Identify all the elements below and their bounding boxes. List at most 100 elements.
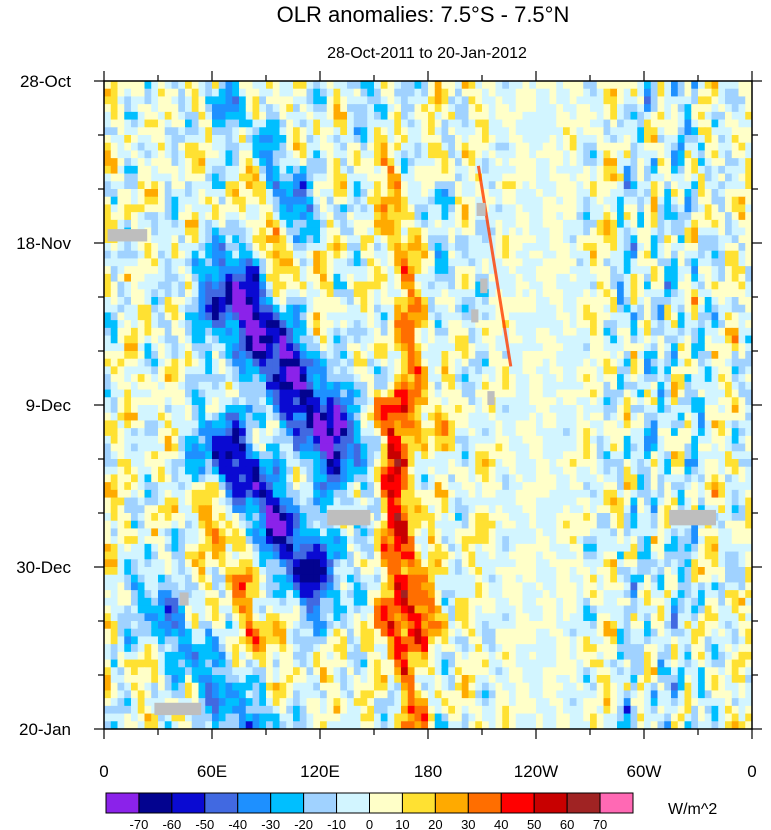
heatmap-cell [191, 119, 200, 128]
heatmap-cell [468, 81, 476, 90]
heatmap-cell [509, 343, 517, 352]
heatmap-cell [441, 335, 449, 344]
heatmap-cell [596, 304, 605, 314]
heatmap-cell [232, 312, 240, 321]
heatmap-cell [407, 312, 416, 321]
heatmap-cell [239, 212, 247, 221]
heatmap-cell [367, 466, 375, 476]
heatmap-cell [259, 273, 267, 283]
heatmap-cell [671, 250, 679, 260]
heatmap-cell [117, 451, 125, 460]
heatmap-cell [239, 443, 247, 452]
heatmap-cell [104, 119, 112, 128]
heatmap-cell [461, 111, 470, 121]
heatmap-cell [731, 142, 740, 152]
heatmap-cell [509, 212, 517, 221]
heatmap-cell [421, 335, 429, 344]
heatmap-cell [124, 212, 132, 221]
heatmap-cell [259, 297, 267, 306]
heatmap-cell [536, 258, 544, 267]
heatmap-cell [279, 158, 287, 167]
heatmap-cell [664, 420, 672, 429]
heatmap-cell [164, 443, 173, 452]
heatmap-cell [279, 358, 287, 368]
heatmap-cell [205, 381, 213, 391]
heatmap-cell [212, 196, 220, 206]
heatmap-cell [617, 189, 625, 198]
heatmap-cell [434, 374, 443, 383]
heatmap-cell [124, 312, 132, 321]
heatmap-cell [637, 412, 645, 422]
heatmap-cell [293, 358, 301, 368]
heatmap-cell [738, 250, 746, 260]
heatmap-cell [725, 119, 733, 128]
heatmap-cell [738, 289, 746, 298]
heatmap-cell [475, 412, 483, 422]
heatmap-cell [684, 266, 692, 275]
heatmap-cell [461, 420, 470, 429]
heatmap-cell [414, 104, 422, 113]
heatmap-cell [684, 158, 692, 167]
heatmap-cell [529, 119, 537, 128]
heatmap-cell [731, 189, 740, 198]
heatmap-cell [164, 420, 173, 429]
heatmap-cell [293, 189, 301, 198]
heatmap-cell [158, 189, 166, 198]
heatmap-cell [448, 289, 456, 298]
heatmap-cell [671, 366, 679, 375]
heatmap-cell [313, 273, 321, 283]
heatmap-cell [725, 266, 733, 275]
heatmap-cell [502, 96, 510, 105]
heatmap-cell [218, 289, 227, 298]
heatmap-cell [218, 219, 227, 229]
heatmap-cell [664, 250, 672, 260]
heatmap-cell [245, 173, 254, 182]
heatmap-cell [414, 96, 422, 105]
heatmap-cell [536, 111, 544, 121]
heatmap-cell [596, 173, 605, 182]
heatmap-cell [380, 435, 389, 445]
heatmap-cell [657, 181, 665, 190]
heatmap-cell [144, 111, 152, 121]
heatmap-cell [461, 297, 470, 306]
heatmap-cell [468, 351, 476, 360]
heatmap-cell [117, 405, 125, 414]
heatmap-cell [718, 227, 726, 236]
heatmap-cell [677, 374, 686, 383]
heatmap-cell [225, 189, 233, 198]
heatmap-cell [286, 412, 294, 422]
heatmap-cell [502, 289, 510, 298]
heatmap-cell [664, 142, 672, 152]
heatmap-cell [711, 258, 719, 267]
heatmap-cell [239, 335, 247, 344]
heatmap-cell [225, 127, 233, 136]
heatmap-cell [387, 381, 395, 391]
heatmap-cell [509, 158, 517, 167]
heatmap-cell [738, 389, 746, 398]
heatmap-cell [347, 212, 355, 221]
heatmap-cell [421, 189, 429, 198]
heatmap-cell [245, 258, 254, 267]
heatmap-cell [475, 289, 483, 298]
heatmap-cell [124, 250, 132, 260]
heatmap-cell [293, 219, 301, 229]
heatmap-cell [461, 96, 470, 105]
heatmap-cell [428, 459, 436, 468]
heatmap-cell [583, 335, 591, 344]
heatmap-cell [711, 173, 719, 182]
heatmap-cell [590, 320, 598, 329]
heatmap-cell [137, 158, 146, 167]
heatmap-cell [191, 204, 200, 213]
heatmap-cell [198, 81, 206, 90]
heatmap-cell [428, 243, 436, 252]
heatmap-cell [279, 111, 287, 121]
heatmap-cell [218, 474, 227, 483]
heatmap-cell [448, 312, 456, 321]
heatmap-cell [704, 111, 713, 121]
heatmap-cell [650, 381, 659, 391]
heatmap-cell [347, 81, 355, 90]
heatmap-cell [313, 435, 321, 445]
heatmap-cell [421, 459, 429, 468]
heatmap-cell [563, 219, 571, 229]
heatmap-cell [664, 96, 672, 105]
